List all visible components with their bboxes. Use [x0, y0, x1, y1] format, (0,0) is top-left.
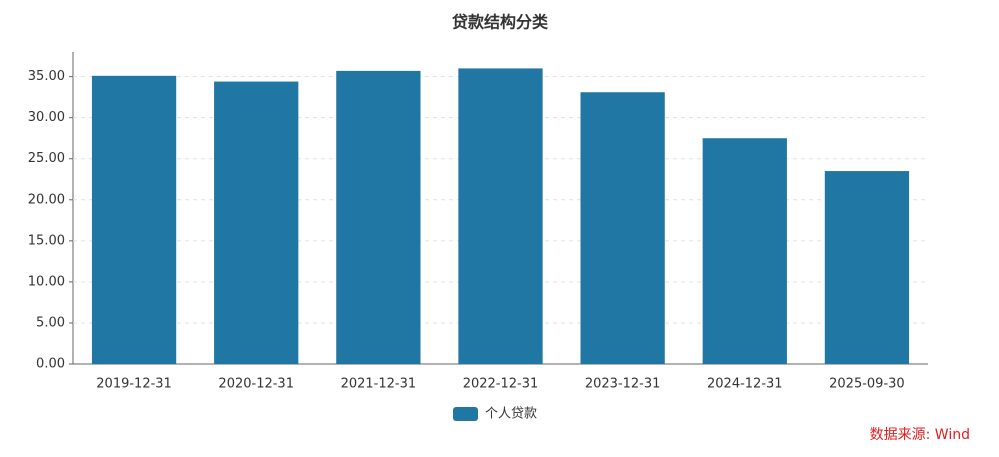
y-tick-label: 20.00: [28, 192, 65, 207]
bar: [214, 81, 299, 364]
bar: [580, 92, 665, 365]
y-tick-label: 35.00: [28, 69, 65, 84]
bar: [336, 70, 421, 364]
y-tick-label: 10.00: [28, 274, 65, 289]
chart-title: 贷款结构分类: [452, 13, 549, 32]
bar: [91, 75, 177, 365]
y-tick-label: 25.00: [28, 151, 65, 166]
source-note: 数据来源: Wind: [870, 427, 970, 443]
x-tick-label: 2024-12-31: [707, 377, 783, 392]
x-tick-label: 2022-12-31: [463, 377, 539, 392]
x-tick-label: 2023-12-31: [585, 377, 661, 392]
bar: [458, 68, 543, 364]
bar: [702, 138, 787, 364]
y-tick-label: 5.00: [36, 315, 65, 330]
y-tick-label: 30.00: [28, 110, 65, 125]
y-tick-label: 0.00: [36, 357, 65, 372]
y-tick-label: 15.00: [28, 233, 65, 248]
x-tick-label: 2021-12-31: [341, 377, 417, 392]
bar: [824, 171, 910, 364]
x-tick-label: 2019-12-31: [96, 377, 172, 392]
x-tick-label: 2025-09-30: [829, 377, 905, 392]
legend-label: 个人贷款: [485, 407, 537, 422]
legend-swatch: [453, 407, 478, 421]
x-tick-label: 2020-12-31: [218, 377, 294, 392]
